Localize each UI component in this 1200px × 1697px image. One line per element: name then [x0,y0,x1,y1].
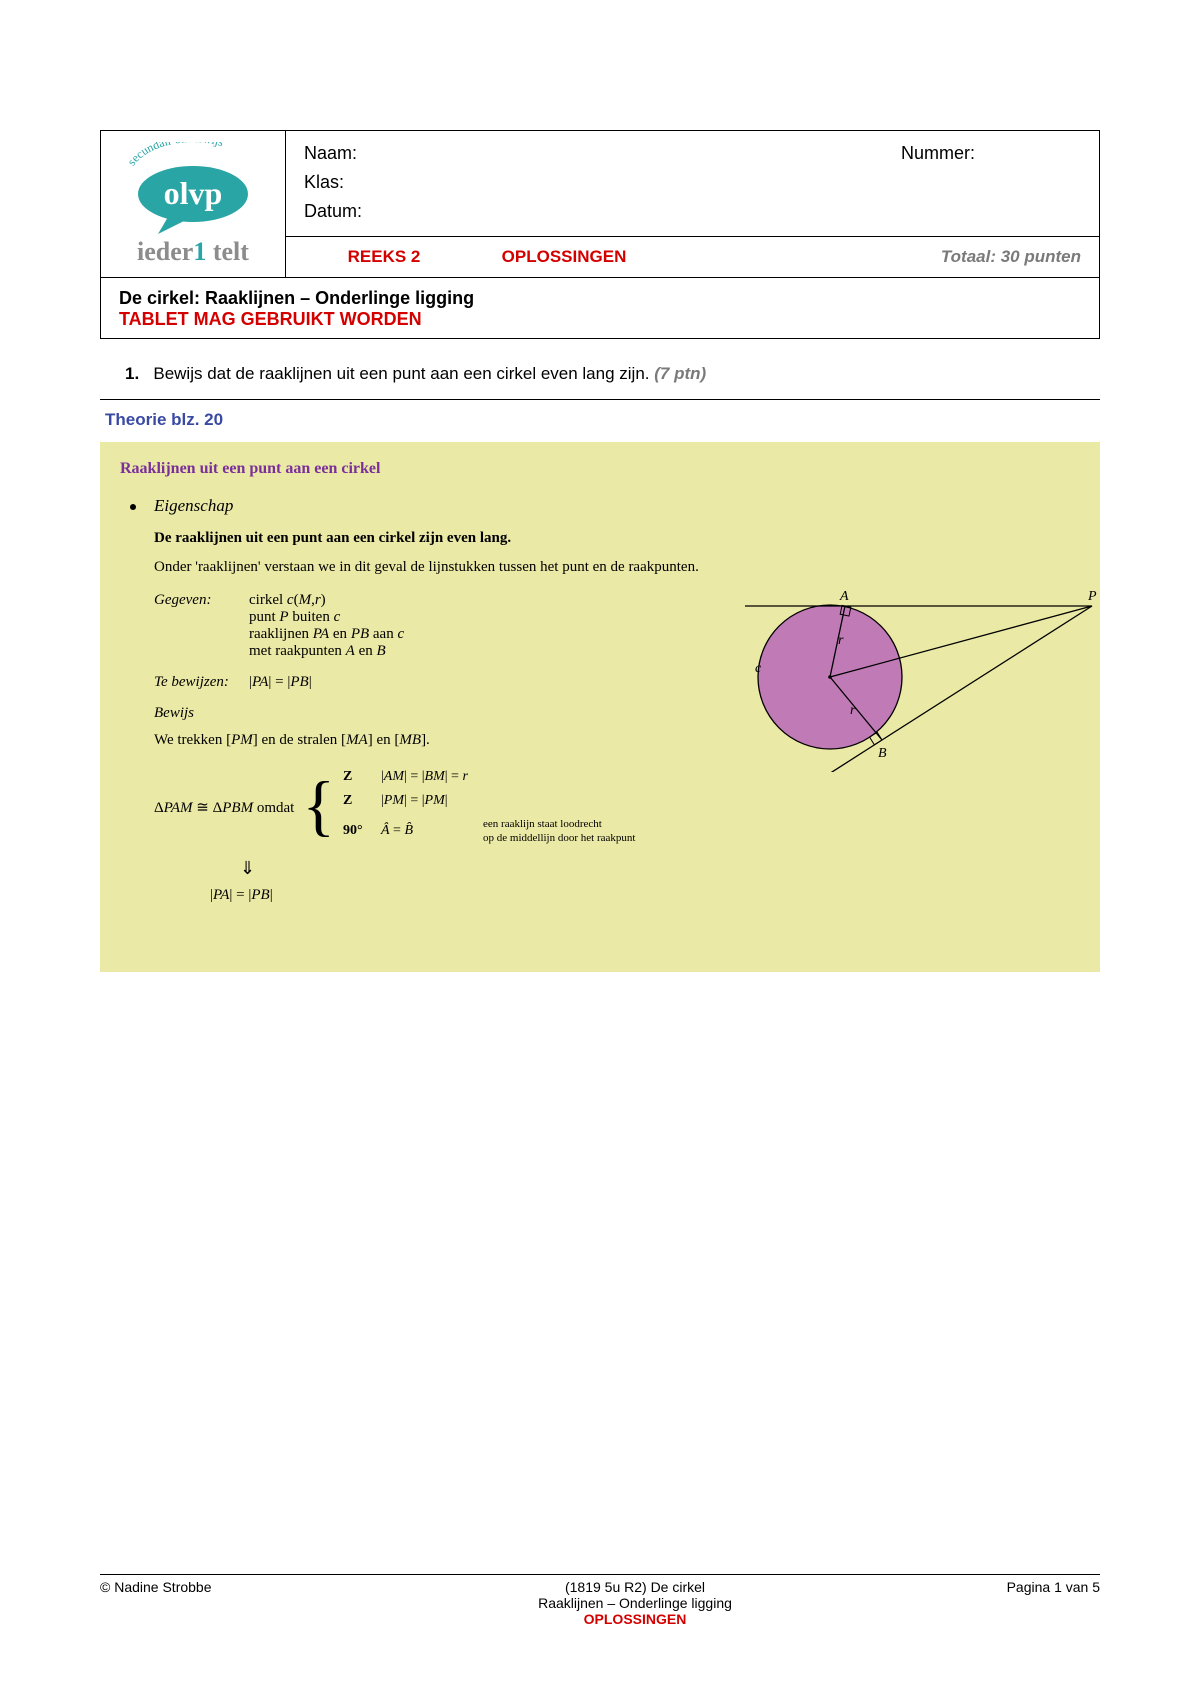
congruence-block: ΔPAM ≅ ΔPBM omdat { Z|AM| = |BM| = r Z|P… [154,769,1080,846]
logo-tag-3: telt [206,237,249,266]
label-klas: Klas: [304,172,901,193]
school-logo: secundair onderwijs olvp ieder1 telt [108,142,278,267]
question-points: (7 ptn) [654,364,706,383]
diagram-label-r: r [838,633,844,648]
condition-line: 90°Â = B̂ een raaklijn staat loodrechtop… [343,817,635,846]
svg-text:ieder1 telt: ieder1 telt [137,237,249,266]
reeks-label: REEKS 2 [304,247,464,267]
theory-title: Raaklijnen uit een punt aan een cirkel [120,460,1080,478]
question-number: 1. [125,364,139,383]
diagram-label-r2: r [850,703,856,718]
logo-cell: secundair onderwijs olvp ieder1 telt [101,131,286,277]
label-datum: Datum: [304,201,901,222]
theory-reference: Theorie blz. 20 [105,410,1100,430]
diagram-label-P: P [1087,589,1097,604]
tablet-notice: TABLET MAG GEBRUIKT WORDEN [119,309,1081,330]
page-footer: © Nadine Strobbe (1819 5u R2) De cirkel … [100,1574,1100,1627]
condition-line: Z|PM| = |PM| [343,793,635,809]
divider [100,399,1100,400]
logo-tag-2: 1 [193,237,206,266]
logo-tag-1: ieder [137,237,193,266]
footer-mid-2: Raaklijnen – Onderlinge ligging [350,1595,920,1611]
svg-text:secundair onderwijs: secundair onderwijs [124,142,225,168]
bullet-icon [130,504,136,510]
totaal-label: Totaal: 30 punten [664,247,1081,267]
footer-mid-1: (1819 5u R2) De cirkel [350,1579,920,1595]
final-equation: |PA| = |PB| [210,887,1080,904]
diagram-label-A: A [839,589,849,604]
label-nummer: Nummer: [901,143,1081,164]
logo-main: olvp [164,175,223,211]
footer-mid-3: OPLOSSINGEN [350,1611,920,1627]
question-1: 1. Bewijs dat de raaklijnen uit een punt… [100,364,1100,384]
diagram-label-B: B [878,746,887,761]
footer-page: Pagina 1 van 5 [920,1579,1100,1627]
footer-copyright: © Nadine Strobbe [100,1579,350,1627]
diagram-label-c: c [755,661,762,676]
gegeven-label: Gegeven: [154,592,249,660]
worksheet-title: De cirkel: Raaklijnen – Onderlinge liggi… [119,288,1081,309]
header-box: secundair onderwijs olvp ieder1 telt Naa… [100,130,1100,339]
implies-arrow-icon: ⇓ [240,858,1080,879]
oplossingen-label: OPLOSSINGEN [464,247,664,267]
tebewijzen-label: Te bewijzen: [154,674,249,691]
condition-note: een raaklijn staat loodrechtop de middel… [483,817,635,846]
property-statement: De raaklijnen uit een punt aan een cirke… [154,530,1080,547]
question-text: Bewijs dat de raaklijnen uit een punt aa… [153,364,649,383]
theory-box: Raaklijnen uit een punt aan een cirkel E… [100,442,1100,972]
brace-icon: { [302,778,335,832]
circle-tangent-diagram: c r r A B P [720,582,1100,772]
property-note: Onder 'raaklijnen' verstaan we in dit ge… [154,559,1080,576]
label-naam: Naam: [304,143,901,164]
logo-arc-text: secundair onderwijs [124,142,225,168]
eigenschap-label: Eigenschap [154,496,233,516]
condition-line: Z|AM| = |BM| = r [343,769,635,785]
